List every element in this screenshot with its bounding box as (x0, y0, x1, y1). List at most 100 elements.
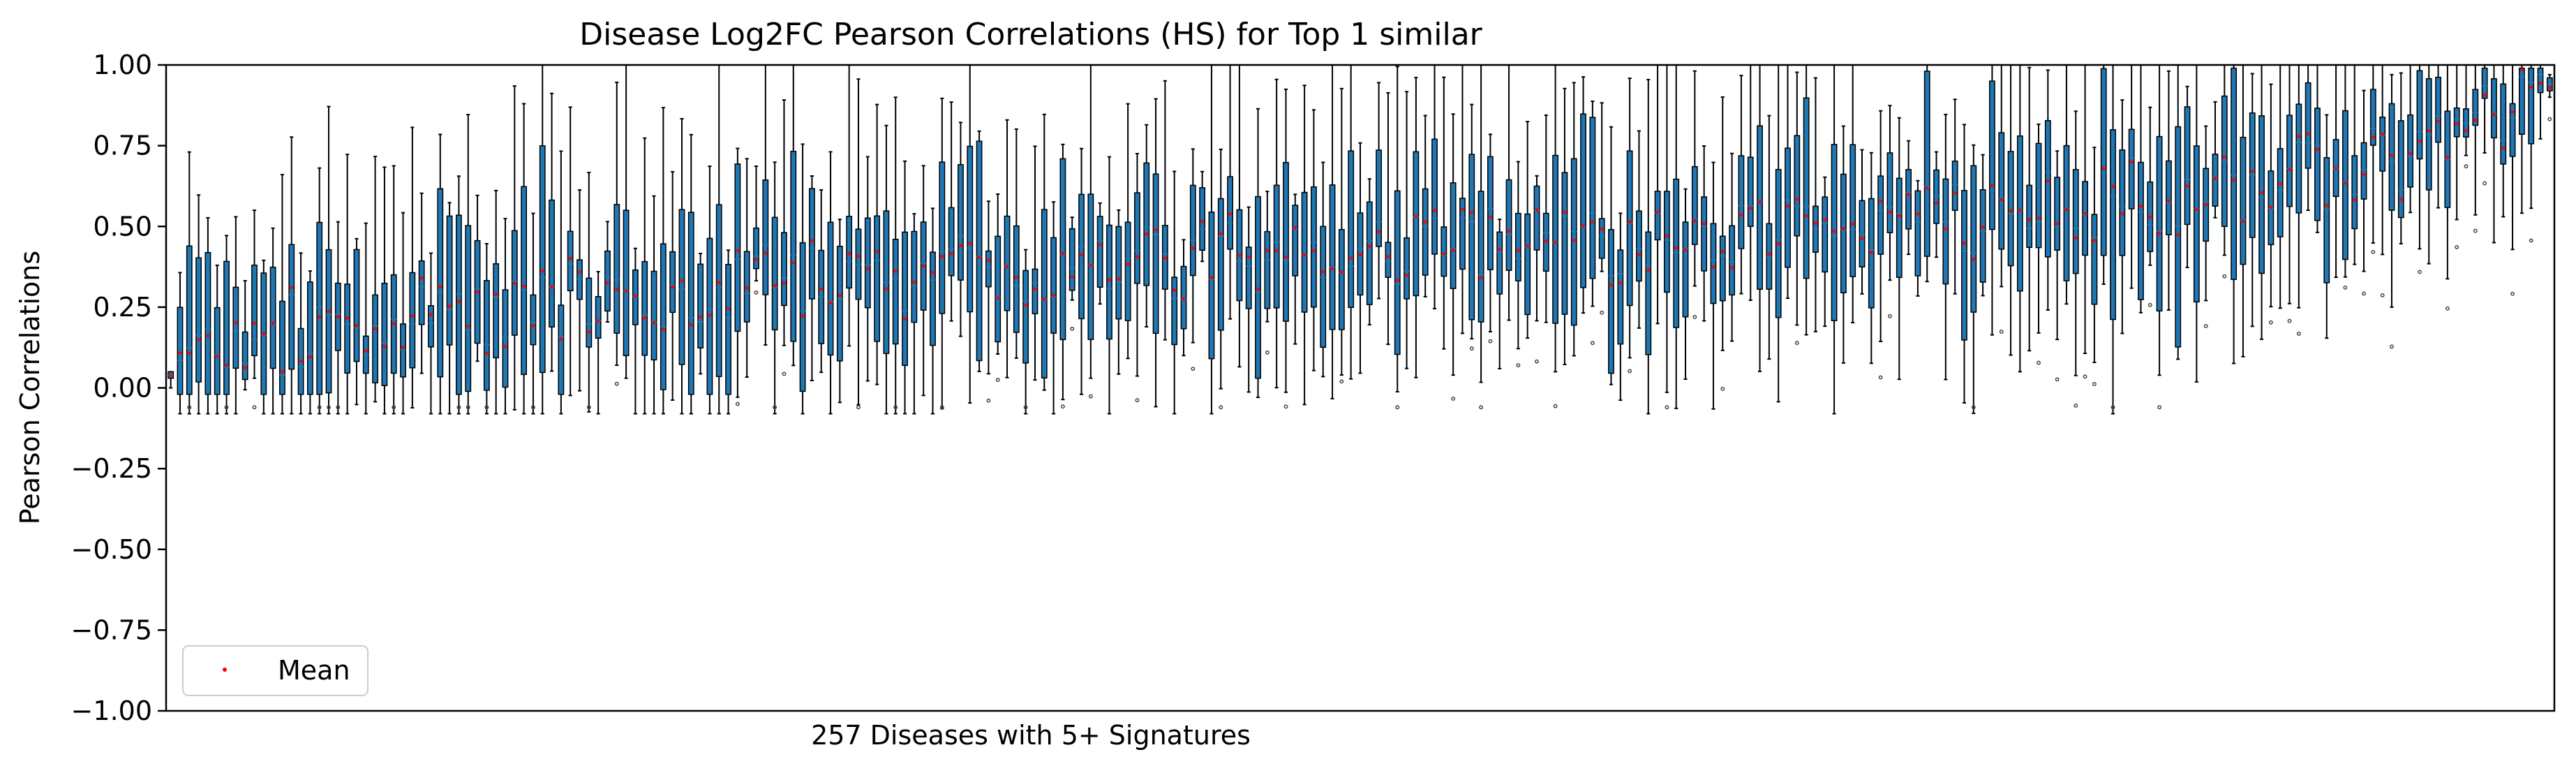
box (586, 171, 593, 413)
mean-point (764, 251, 768, 255)
box (1236, 64, 1243, 368)
box (660, 107, 667, 415)
box-iqr (2379, 117, 2386, 172)
box-iqr (558, 304, 565, 395)
mean-point (1823, 218, 1827, 221)
mean-point (1702, 221, 1706, 226)
mean-point (1302, 253, 1306, 257)
box-iqr (762, 179, 769, 295)
box (1766, 115, 1773, 360)
box (2212, 101, 2219, 219)
box-iqr (2063, 145, 2070, 281)
box-iqr (1822, 196, 1829, 273)
box-iqr (1914, 190, 1921, 277)
mean-point (1655, 210, 1660, 214)
box-iqr (1366, 201, 1373, 305)
outlier-point (2445, 306, 2450, 311)
legend: Mean (182, 645, 368, 696)
box-iqr (2007, 151, 2014, 267)
box-iqr (771, 216, 778, 331)
mean-point (912, 280, 916, 284)
mean-point (959, 244, 962, 248)
box-iqr (344, 284, 351, 374)
mean-point (782, 281, 786, 285)
mean-point (661, 327, 665, 332)
box (1255, 108, 1261, 399)
mean-point (382, 344, 387, 348)
box-iqr (864, 217, 871, 309)
box (1320, 161, 1327, 378)
mean-point (197, 337, 201, 341)
box-iqr (2509, 103, 2516, 157)
box-iqr (1143, 162, 1150, 286)
box-iqr (306, 281, 313, 395)
outlier-point (2037, 360, 2041, 365)
box (1608, 126, 1614, 385)
mean-point (1860, 236, 1864, 240)
mean-point (2381, 132, 2385, 136)
outlier-point (1265, 350, 1270, 355)
box (2026, 66, 2033, 352)
box-iqr (2416, 70, 2423, 160)
mean-point (596, 318, 600, 323)
box (2528, 64, 2535, 243)
mean-point (2390, 154, 2394, 157)
box (1217, 148, 1224, 410)
mean-point (1274, 249, 1279, 253)
box-iqr (2035, 142, 2042, 249)
box (2128, 64, 2135, 289)
mean-point (1330, 266, 1334, 270)
mean-point (2288, 168, 2291, 172)
outlier-point (2464, 164, 2469, 169)
box (1859, 149, 1866, 295)
mean-point (837, 293, 842, 297)
mean-point (1767, 252, 1771, 256)
box-iqr (939, 161, 946, 314)
mean-point (2371, 135, 2375, 140)
box (334, 221, 341, 415)
outlier-point (614, 381, 619, 386)
outlier-point (1135, 398, 1140, 403)
outlier-point (2343, 285, 2348, 290)
box-iqr (1514, 212, 1521, 281)
outlier-point (1219, 405, 1223, 410)
box-iqr (446, 215, 453, 346)
mean-point (2510, 110, 2515, 114)
mean-point (1916, 212, 1920, 216)
box (939, 97, 946, 410)
mean-point (2148, 215, 2152, 219)
mean-point (2455, 122, 2459, 126)
box (874, 103, 881, 385)
box (409, 126, 416, 409)
box-iqr (1115, 226, 1122, 320)
box (241, 280, 248, 391)
box-iqr (1468, 154, 1475, 321)
box-iqr (1096, 216, 1103, 288)
outlier-point (1628, 369, 1632, 374)
mean-point (1479, 276, 1483, 280)
box (1468, 103, 1475, 351)
box (855, 78, 862, 410)
mean-point (1470, 210, 1474, 214)
outlier-point (1971, 405, 1976, 410)
box-iqr (958, 164, 964, 281)
box (1413, 77, 1420, 378)
box (930, 207, 936, 415)
box-iqr (669, 251, 676, 314)
mean-point (2519, 68, 2524, 72)
mean-point (2362, 172, 2366, 177)
box (2156, 64, 2163, 410)
outlier-point (392, 405, 396, 410)
box (167, 371, 174, 389)
box-iqr (204, 251, 211, 395)
mean-point (2176, 233, 2180, 237)
box (1849, 64, 1856, 324)
box-iqr (781, 232, 787, 307)
box (1022, 249, 1029, 415)
box (2110, 64, 2116, 415)
mean-point (2092, 238, 2097, 242)
box-iqr (2175, 126, 2182, 348)
mean-point (2213, 176, 2217, 180)
box-iqr (2110, 129, 2116, 321)
box-iqr (1998, 132, 2005, 250)
